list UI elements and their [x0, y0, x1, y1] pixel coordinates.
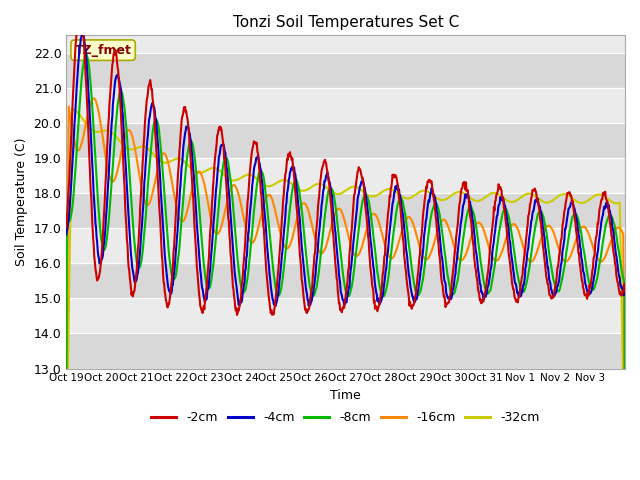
X-axis label: Time: Time — [330, 389, 361, 402]
Bar — [67, 193, 625, 228]
Legend: -2cm, -4cm, -8cm, -16cm, -32cm: -2cm, -4cm, -8cm, -16cm, -32cm — [147, 406, 545, 429]
Bar — [67, 334, 625, 369]
Bar — [67, 88, 625, 123]
Bar — [67, 123, 625, 158]
Bar — [67, 299, 625, 334]
Title: Tonzi Soil Temperatures Set C: Tonzi Soil Temperatures Set C — [232, 15, 459, 30]
Text: TZ_fmet: TZ_fmet — [75, 44, 132, 57]
Bar — [67, 53, 625, 88]
Y-axis label: Soil Temperature (C): Soil Temperature (C) — [15, 138, 28, 266]
Bar — [67, 264, 625, 299]
Bar — [67, 158, 625, 193]
Bar — [67, 228, 625, 264]
